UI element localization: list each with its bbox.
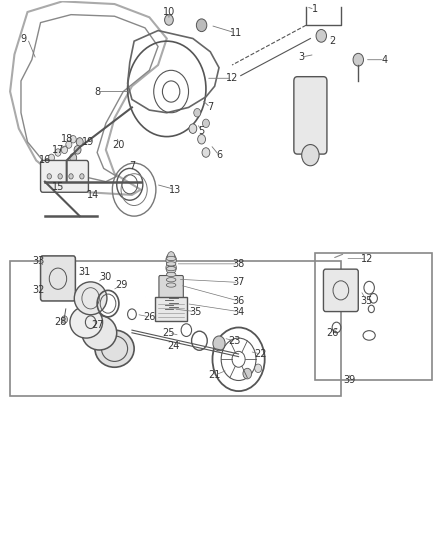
Circle shape bbox=[198, 134, 205, 144]
Circle shape bbox=[165, 14, 173, 25]
FancyBboxPatch shape bbox=[323, 269, 358, 312]
Circle shape bbox=[189, 124, 196, 133]
Circle shape bbox=[316, 29, 326, 42]
Ellipse shape bbox=[82, 316, 117, 350]
Circle shape bbox=[202, 119, 209, 127]
Text: 22: 22 bbox=[254, 349, 267, 359]
Text: 26: 26 bbox=[143, 312, 155, 322]
Text: 10: 10 bbox=[163, 7, 175, 17]
Circle shape bbox=[70, 154, 77, 162]
Ellipse shape bbox=[95, 330, 134, 367]
Text: 3: 3 bbox=[299, 52, 305, 62]
Text: 5: 5 bbox=[198, 126, 205, 136]
Text: 4: 4 bbox=[381, 55, 388, 64]
Text: 30: 30 bbox=[100, 272, 112, 282]
Text: 24: 24 bbox=[167, 341, 180, 351]
Circle shape bbox=[58, 174, 62, 179]
Text: 26: 26 bbox=[326, 328, 338, 338]
Circle shape bbox=[168, 260, 175, 268]
Text: 31: 31 bbox=[78, 267, 90, 277]
Circle shape bbox=[353, 53, 364, 66]
Circle shape bbox=[302, 144, 319, 166]
Ellipse shape bbox=[166, 262, 176, 266]
Circle shape bbox=[168, 268, 175, 276]
Circle shape bbox=[70, 135, 76, 143]
FancyBboxPatch shape bbox=[159, 276, 184, 305]
Circle shape bbox=[168, 252, 175, 260]
Circle shape bbox=[47, 174, 51, 179]
Text: 35: 35 bbox=[189, 306, 201, 317]
Circle shape bbox=[202, 148, 210, 157]
Text: 19: 19 bbox=[82, 137, 95, 147]
Bar bbox=[10, 261, 341, 397]
Text: 29: 29 bbox=[115, 280, 127, 290]
Text: 20: 20 bbox=[113, 140, 125, 150]
Text: 12: 12 bbox=[361, 254, 373, 263]
Text: 1: 1 bbox=[312, 4, 318, 14]
Ellipse shape bbox=[166, 283, 176, 287]
Text: 14: 14 bbox=[87, 190, 99, 200]
Text: 11: 11 bbox=[230, 28, 243, 38]
Ellipse shape bbox=[166, 272, 176, 277]
Circle shape bbox=[80, 174, 84, 179]
Circle shape bbox=[48, 154, 54, 161]
Text: 23: 23 bbox=[228, 336, 240, 346]
FancyBboxPatch shape bbox=[294, 77, 327, 154]
Circle shape bbox=[55, 149, 61, 156]
Text: 16: 16 bbox=[39, 156, 51, 165]
Circle shape bbox=[196, 19, 207, 31]
Circle shape bbox=[66, 141, 72, 148]
Text: 32: 32 bbox=[32, 285, 45, 295]
Text: 37: 37 bbox=[233, 277, 245, 287]
Circle shape bbox=[254, 364, 261, 373]
Text: 35: 35 bbox=[361, 296, 373, 306]
Text: 9: 9 bbox=[20, 34, 26, 44]
Text: 36: 36 bbox=[233, 296, 245, 306]
Circle shape bbox=[243, 368, 252, 379]
Text: 6: 6 bbox=[216, 150, 222, 160]
Ellipse shape bbox=[166, 256, 176, 261]
Ellipse shape bbox=[70, 306, 102, 338]
Circle shape bbox=[76, 138, 83, 146]
Circle shape bbox=[166, 262, 177, 274]
Circle shape bbox=[61, 146, 67, 154]
FancyBboxPatch shape bbox=[155, 297, 187, 320]
Text: 12: 12 bbox=[226, 73, 238, 83]
Text: 17: 17 bbox=[52, 145, 64, 155]
Text: 7: 7 bbox=[129, 161, 135, 171]
Text: 38: 38 bbox=[233, 259, 245, 269]
Circle shape bbox=[166, 254, 177, 266]
Circle shape bbox=[189, 124, 197, 133]
Circle shape bbox=[69, 174, 73, 179]
Text: 21: 21 bbox=[208, 370, 221, 380]
Text: 2: 2 bbox=[329, 36, 335, 46]
Text: 18: 18 bbox=[60, 134, 73, 144]
Text: 27: 27 bbox=[91, 320, 103, 330]
Circle shape bbox=[194, 109, 201, 117]
Ellipse shape bbox=[74, 282, 107, 315]
FancyBboxPatch shape bbox=[41, 160, 88, 192]
Text: 28: 28 bbox=[54, 317, 66, 327]
Text: 33: 33 bbox=[32, 256, 45, 266]
FancyBboxPatch shape bbox=[41, 256, 75, 301]
Text: 34: 34 bbox=[233, 306, 245, 317]
Circle shape bbox=[74, 146, 81, 154]
Ellipse shape bbox=[166, 266, 176, 271]
Text: 8: 8 bbox=[94, 86, 100, 96]
Text: 13: 13 bbox=[170, 184, 182, 195]
Circle shape bbox=[44, 159, 50, 167]
Circle shape bbox=[213, 336, 225, 351]
Ellipse shape bbox=[166, 278, 176, 282]
Text: 39: 39 bbox=[343, 375, 356, 385]
Bar bbox=[315, 253, 432, 381]
Text: 15: 15 bbox=[52, 182, 64, 192]
Text: 25: 25 bbox=[162, 328, 175, 338]
Circle shape bbox=[61, 316, 67, 323]
Text: 7: 7 bbox=[207, 102, 213, 112]
